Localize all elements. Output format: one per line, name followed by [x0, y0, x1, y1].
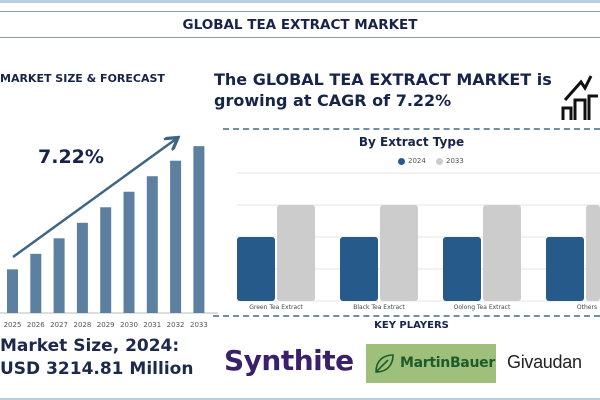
forecast-bar-chart: 2025 2026 2027 2028 2029 2030 2031 2032 2033 — [0, 130, 218, 329]
tick-label: 2031 — [143, 321, 161, 329]
legend-swatch — [436, 157, 443, 165]
bar-2026 — [30, 253, 42, 313]
bar-2033-others — [586, 205, 600, 301]
tick-label: 2028 — [73, 321, 91, 329]
bar-2031 — [146, 176, 158, 313]
bar-2028 — [76, 222, 88, 313]
tick-label: 2026 — [27, 321, 45, 329]
bar-2033 — [193, 146, 205, 313]
legend-label: 2033 — [446, 157, 464, 165]
category-label: Green Tea Extract — [249, 304, 303, 311]
segment-chart-title: By Extract Type — [358, 135, 465, 149]
legend-item-2024: 2024 — [398, 157, 426, 165]
headline: The GLOBAL TEA EXTRACT MARKET is growing… — [214, 69, 552, 111]
tick-label: 2029 — [97, 321, 115, 329]
segment-bar-chart: Green Tea Extract Black Tea Extract Oolong… — [237, 172, 600, 311]
tick-label: 2032 — [167, 321, 185, 329]
legend-swatch — [398, 157, 405, 165]
category-label: Others — [577, 304, 597, 311]
cagr-annotation: 7.22% — [38, 146, 104, 168]
divider-bottom — [213, 315, 600, 317]
headline-line2: growing at CAGR of 7.22% — [214, 91, 452, 110]
logo-martinbauer-text: MartinBauer — [400, 355, 495, 371]
legend-label: 2024 — [408, 157, 426, 165]
market-size-label: Market Size, 2024: — [0, 336, 180, 356]
leaf-icon — [375, 354, 394, 373]
logo-synthite: Synthite — [224, 344, 354, 377]
logo-givaudan: Givaudan — [507, 352, 582, 372]
bar-2027 — [53, 238, 65, 313]
logo-martinbauer: MartinBauer — [366, 344, 496, 383]
legend-item-2033: 2033 — [436, 157, 464, 165]
bar-2032 — [170, 160, 182, 313]
top-border — [0, 0, 600, 3]
forecast-section-title: MARKET SIZE & FORECAST — [0, 72, 165, 85]
key-players-title: KEY PLAYERS — [374, 320, 449, 331]
tick-label: 2025 — [4, 321, 22, 329]
bar-2033-green-tea-extract — [277, 205, 315, 301]
bar-2024-oolong-tea-extract — [443, 237, 481, 301]
trend-arrow — [12, 139, 176, 259]
bar-2024-others — [546, 237, 584, 301]
growth-chart-house-icon — [561, 75, 598, 120]
bottom-border — [0, 398, 600, 400]
category-label: Black Tea Extract — [353, 304, 405, 311]
category-label: Oolong Tea Extract — [454, 304, 511, 311]
headline-line1: The GLOBAL TEA EXTRACT MARKET is — [214, 70, 552, 89]
bar-2033-black-tea-extract — [380, 205, 418, 301]
bar-2030 — [123, 191, 135, 313]
bar-2024-black-tea-extract — [340, 237, 378, 301]
page-title: GLOBAL TEA EXTRACT MARKET — [0, 11, 600, 38]
tick-label: 2027 — [50, 321, 68, 329]
tick-label: 2030 — [120, 321, 138, 329]
bar-2024-green-tea-extract — [237, 237, 275, 301]
divider-top — [223, 128, 600, 130]
bar-2029 — [100, 207, 112, 313]
bar-2025 — [7, 269, 18, 313]
market-size-value: USD 3214.81 Million — [0, 359, 194, 379]
tick-label: 2033 — [190, 321, 208, 329]
bar-2033-oolong-tea-extract — [483, 205, 521, 301]
